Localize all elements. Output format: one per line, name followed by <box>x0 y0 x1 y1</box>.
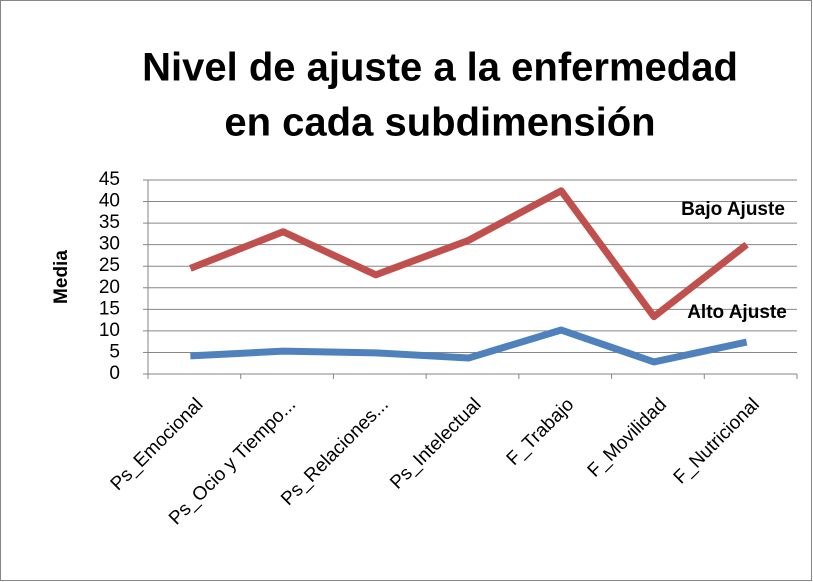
y-axis-label: Media <box>51 250 72 304</box>
y-tick-label: 25 <box>99 255 120 276</box>
chart-title: en cada subdimensión <box>224 101 655 145</box>
y-tick-label: 0 <box>109 363 120 384</box>
series-label: Bajo Ajuste <box>681 199 785 220</box>
y-tick-label: 35 <box>99 212 120 233</box>
y-tick-label: 20 <box>99 277 120 298</box>
y-tick-label: 15 <box>99 298 120 319</box>
series-line <box>190 326 748 366</box>
series-label: Alto Ajuste <box>687 302 787 323</box>
y-tick-label: 5 <box>109 341 120 362</box>
y-tick-label: 40 <box>99 191 120 212</box>
y-tick-label: 10 <box>99 320 120 341</box>
chart-title: Nivel de ajuste a la enfermedad <box>142 46 738 90</box>
y-tick-label: 45 <box>99 169 120 190</box>
y-tick-label: 30 <box>99 234 120 255</box>
series-line <box>189 187 749 321</box>
